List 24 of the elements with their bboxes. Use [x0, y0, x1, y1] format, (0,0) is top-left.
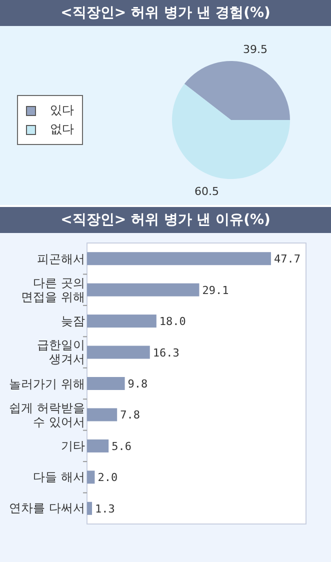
- y-tick-label: 다른 곳의 면접을 위해: [20, 276, 85, 304]
- chart-title: <직장인> 허위 병가 낸 경험(%): [0, 0, 331, 26]
- y-tick-label: 쉽게 허락받을 수 있어서: [8, 400, 85, 429]
- y-tick-label: 피곤해서: [36, 252, 85, 266]
- data-label: 9.8: [128, 378, 148, 390]
- y-tick-label: 연차를 다써서: [8, 501, 85, 516]
- data-label: 16.3: [152, 346, 180, 360]
- data-label: 47.7: [274, 252, 300, 266]
- y-tick-label: 다들 해서: [32, 470, 85, 484]
- data-label: 29.1: [202, 284, 229, 297]
- legend-label: 있다: [50, 102, 74, 119]
- data-label: 39.5: [243, 43, 268, 56]
- data-label: 7.8: [120, 408, 140, 422]
- legend-label: 없다: [50, 121, 74, 138]
- y-tick-label: 급한일이 생겨서: [36, 338, 85, 366]
- data-label: 5.6: [112, 440, 132, 453]
- y-tick-label: 늦잠: [60, 314, 85, 328]
- chart-title: <직장인> 허위 병가 낸 이유(%): [0, 207, 331, 233]
- y-tick-label: 놀러가기 위해: [8, 376, 85, 390]
- y-tick-label: 기타: [60, 438, 85, 453]
- data-label: 2.0: [98, 471, 118, 484]
- data-label: 60.5: [194, 184, 219, 198]
- data-label: 18.0: [159, 315, 186, 328]
- data-label: 1.3: [95, 502, 115, 516]
